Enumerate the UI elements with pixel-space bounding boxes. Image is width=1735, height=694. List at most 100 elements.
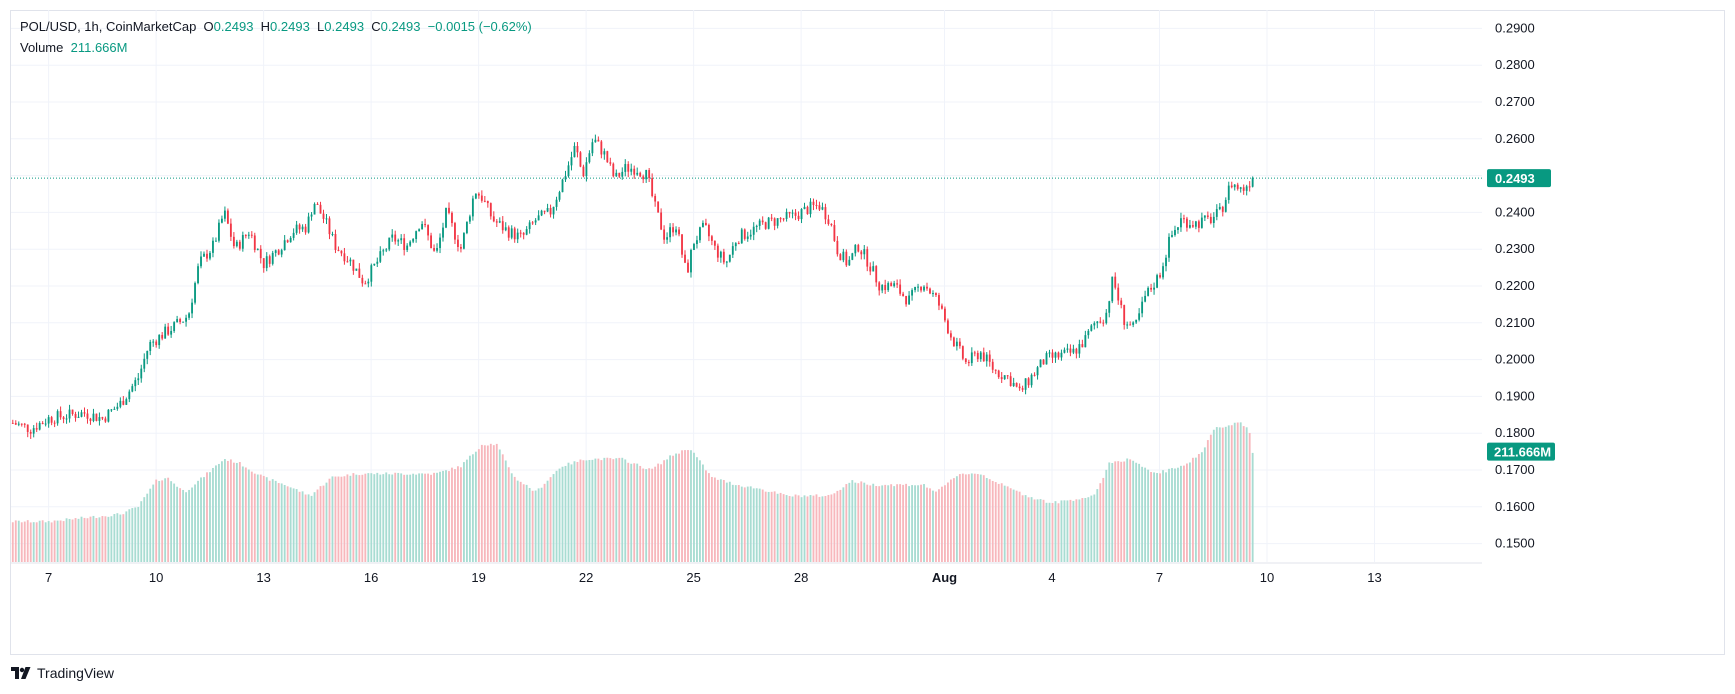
volume-bar (660, 464, 663, 562)
volume-bar (77, 518, 80, 562)
candle-body (660, 212, 663, 230)
time-tick-label: 16 (364, 570, 378, 585)
last-price-tag: 0.2493 (1487, 169, 1551, 188)
volume-bar (1233, 422, 1236, 562)
candle-body (546, 208, 549, 212)
volume-bar (887, 485, 890, 562)
candle-body (1248, 186, 1251, 188)
volume-bar (1212, 429, 1215, 562)
time-tick-label: 10 (149, 570, 163, 585)
low-value: 0.2493 (324, 19, 365, 34)
volume-bar (1078, 499, 1081, 562)
time-axis[interactable]: 7 10 13 16 19 22 25 28 Aug 4 7 10 13 (11, 562, 1482, 585)
volume-bar (421, 473, 424, 562)
volume-bar (403, 474, 406, 562)
volume-bar (80, 516, 83, 562)
volume-bar (295, 489, 298, 562)
volume-bar (669, 455, 671, 562)
volume-bar (1156, 472, 1158, 562)
volume-bar (462, 462, 465, 562)
candle-body (893, 283, 896, 287)
volume-bar (630, 463, 633, 562)
volume-bar (687, 450, 689, 562)
candle-body (513, 228, 516, 240)
volume-bar (734, 485, 737, 562)
candle-body (648, 170, 651, 179)
volume-bar (1138, 463, 1141, 562)
volume-bar (92, 515, 95, 562)
candle-body (555, 199, 558, 207)
volume-bar (949, 479, 952, 562)
volume-bar (1018, 491, 1021, 562)
candle-body (498, 221, 501, 223)
volume-bar (492, 445, 495, 562)
candle-body (1066, 348, 1069, 350)
volume-bar (1045, 502, 1048, 562)
candle-body (941, 305, 943, 309)
price-tick-label: 0.1600 (1495, 499, 1535, 514)
volume-bar (594, 458, 597, 562)
candle-body (454, 223, 456, 240)
volume-label[interactable]: Volume (20, 40, 64, 55)
candle-body (289, 237, 292, 243)
candle-body (418, 229, 421, 232)
candle-body (1120, 300, 1123, 306)
volume-bar (83, 517, 86, 562)
candle-body (522, 233, 525, 235)
candle-body (53, 422, 56, 424)
volume-bar (110, 516, 113, 562)
volume-bar (1009, 488, 1012, 562)
candle-body (1027, 378, 1030, 386)
volume-bar (1096, 489, 1099, 562)
candle-body (896, 283, 899, 285)
volume-bar (104, 516, 107, 562)
volume-bar (1153, 472, 1155, 562)
price-tick-label: 0.2600 (1495, 131, 1535, 146)
price-axis[interactable]: 0.29000.28000.27000.26000.25000.24000.23… (1495, 20, 1535, 550)
symbol-label[interactable]: POL/USD, 1h, CoinMarketCap (20, 19, 197, 34)
candle-body (1183, 218, 1185, 220)
volume-bar (752, 488, 755, 562)
volume-bar (1051, 503, 1054, 562)
chart-frame[interactable] (10, 10, 1725, 655)
candle-body (424, 224, 427, 226)
volume-bar (14, 520, 17, 562)
candle-body (274, 250, 277, 253)
candle-body (262, 258, 265, 269)
candle-body (881, 284, 884, 291)
candle-body (973, 352, 976, 354)
volume-bar (397, 472, 400, 562)
volume-bar (1072, 500, 1075, 562)
candle-body (358, 268, 361, 278)
volume-bar (552, 474, 555, 562)
volume-bar (588, 459, 591, 562)
candle-body (1006, 375, 1009, 377)
candle-body (1242, 187, 1245, 191)
candle-body (152, 341, 155, 343)
candle-body (890, 283, 893, 287)
candle-body (433, 248, 435, 251)
volume-bar (223, 459, 226, 562)
candle-body (767, 217, 770, 229)
candle-body (866, 249, 869, 267)
volume-bar (794, 494, 797, 562)
volume-bar (445, 470, 447, 562)
volume-bar (558, 468, 561, 562)
candle-body (394, 234, 397, 242)
volume-bar (355, 474, 358, 562)
volume-bar (489, 443, 492, 562)
volume-bar (346, 474, 349, 562)
candle-body (734, 243, 737, 247)
candle-body (107, 409, 110, 422)
volume-bar (1141, 466, 1144, 562)
volume-bar (1084, 497, 1087, 562)
candle-body (875, 266, 878, 283)
candle-body (415, 231, 418, 239)
volume-bar (35, 522, 38, 562)
tradingview-logo[interactable]: TradingView (11, 665, 114, 681)
volume-bar (56, 520, 59, 562)
candle-body (884, 284, 887, 291)
volume-bar (1218, 427, 1221, 562)
volume-bar (474, 451, 477, 562)
